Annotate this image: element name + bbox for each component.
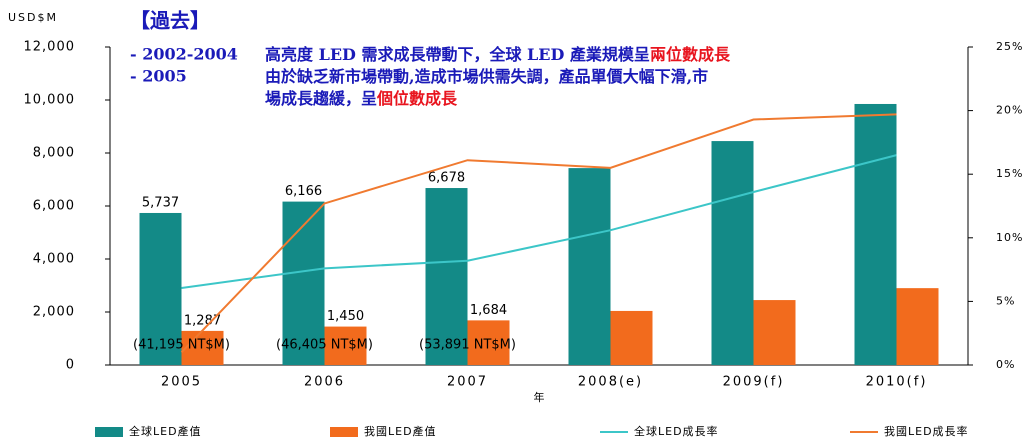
bar [139,212,182,365]
bar [753,300,796,365]
y-tick-label: 12,000 [24,40,76,55]
x-tick-label: 2010(f) [866,375,928,390]
data-label: 1,450 [327,309,364,324]
note-line: 高亮度 LED 需求成長帶動下，全球 LED 產業規模呈兩位數成長 [265,45,731,64]
note-highlight: 兩位數成長 [650,45,731,64]
x-tick-label: 2007 [447,375,488,390]
line [181,154,897,290]
legend-label: 全球LED產值 [129,424,202,438]
x-tick-label: 2005 [161,375,202,390]
y2-tick-label: 5% [996,294,1015,307]
bar [854,103,897,365]
data-label: 5,737 [142,195,179,210]
note-text: 由於缺乏新市場帶動,造成市場供需失調，產品單價大幅下滑,市 [265,67,708,86]
bar [181,330,224,365]
y2-tick-label: 0% [996,358,1015,371]
y-tick-label: 10,000 [24,93,76,108]
line [180,113,897,353]
data-label: 1,684 [470,303,507,318]
x-tick-label: 2008(e) [578,375,643,390]
bar [610,310,653,365]
data-label: 6,678 [428,171,465,186]
y-axis-label: USD$M [8,11,58,24]
bar [896,288,939,365]
x-tick-label: 2006 [304,375,345,390]
y-tick-label: 2,000 [33,305,75,320]
note-line: 場成長趨緩，呈個位數成長 [265,89,458,108]
note-line: 由於缺乏新市場帶動,造成市場供需失調，產品單價大幅下滑,市 [265,67,708,86]
data-label: 6,166 [285,184,322,199]
legend-label: 全球LED成長率 [634,424,719,438]
x-axis-label: 年 [534,390,545,404]
note-bullet: - 2005 [130,67,187,86]
legend-label: 我國LED成長率 [884,424,969,438]
legend-label: 我國LED產值 [364,424,437,438]
heading: 【過去】 [130,9,210,33]
bar [425,188,468,365]
note-bullet: - 2002-2004 [130,45,238,64]
x-tick-label: 2009(f) [723,375,785,390]
annotation: (46,405 NT$M) [276,338,373,353]
note-text: 場成長趨緩，呈 [265,89,377,108]
data-label: 1,287 [184,313,221,328]
note-highlight: 個位數成長 [376,89,458,108]
bar [324,326,367,365]
bar [282,201,325,365]
note-text: 高亮度 LED 需求成長帶動下，全球 LED 產業規模呈 [265,45,650,64]
y2-tick-label: 25% [996,40,1023,53]
bar [711,141,754,365]
y2-tick-label: 15% [996,167,1023,180]
bar [467,320,510,365]
annotation: (53,891 NT$M) [419,338,516,353]
annotation: (41,195 NT$M) [133,338,230,353]
legend-swatch [330,427,358,437]
y-tick-label: 8,000 [33,146,75,161]
y-tick-label: 0 [66,358,75,373]
y-tick-label: 4,000 [33,252,75,267]
legend-swatch [95,427,123,437]
y2-tick-label: 20% [996,104,1023,117]
y2-tick-label: 10% [996,231,1023,244]
bar [568,168,611,365]
y-tick-label: 6,000 [33,199,75,214]
